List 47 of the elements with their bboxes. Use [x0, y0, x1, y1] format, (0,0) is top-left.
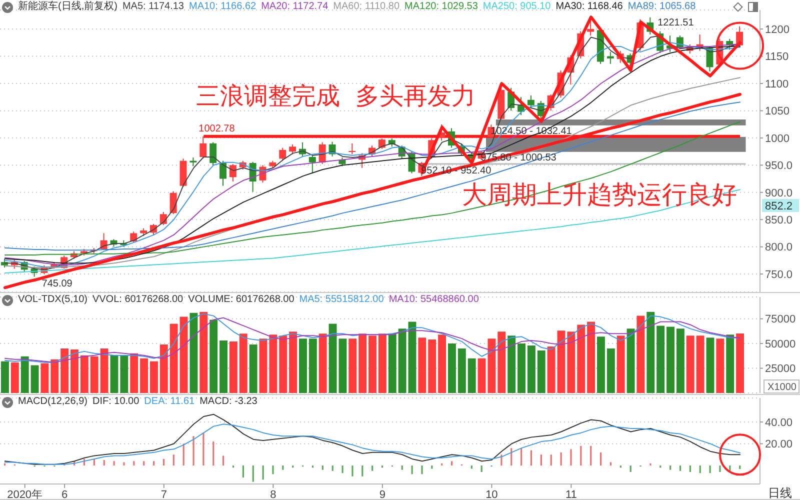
annotation: VVOL: 60176268.00 — [92, 294, 184, 306]
y-axis-title: X1000 — [768, 382, 797, 393]
annotation: VOLUME: 60176268.00 — [188, 294, 294, 306]
y-tick-label: 25000 — [765, 363, 796, 376]
x-tick-label: 7 — [160, 488, 167, 500]
y-tick-label: 900.0 — [765, 187, 793, 200]
x-tick-label: 2020年 — [7, 488, 43, 500]
text: MA60: 1110.80 — [333, 1, 400, 13]
annotation: 745.09 — [42, 278, 73, 290]
text: MA10: 55468860.00 — [388, 294, 479, 306]
chart-title: 新能源车(日线,前复权) — [18, 1, 118, 13]
ref-line-label: 1002.78 — [198, 123, 236, 134]
y-tick-label: 1050 — [765, 106, 790, 118]
chart-title: MACD(12,26,9) — [18, 396, 88, 408]
y-tick-label: 1200 — [765, 24, 790, 36]
y-tick-label: 40.00 — [765, 416, 793, 429]
y-tick-label: 1100 — [765, 78, 789, 90]
text: DIF: 10.00 — [92, 396, 140, 408]
text: MA20: 1172.74 — [261, 1, 328, 13]
text: DEA: 11.61 — [144, 396, 195, 408]
y-tick-label: 50000 — [765, 338, 796, 350]
text: 日线 — [768, 486, 792, 500]
annotation: MACD: -3.23 — [200, 396, 258, 408]
x-tick-label: 11 — [565, 488, 577, 500]
y-tick-label: 75000 — [765, 314, 796, 326]
x-tick-label: 8 — [270, 488, 276, 500]
text: 852.2 — [765, 200, 793, 212]
x-tick-label: 10 — [486, 488, 498, 500]
text: MA30: 1168.46 — [556, 1, 623, 13]
x-tick-label: 6 — [62, 488, 68, 500]
text: MA120: 1029.53 — [404, 1, 478, 13]
text: MA89: 1065.68 — [628, 1, 696, 13]
y-tick-label: 950.0 — [765, 160, 793, 172]
annotation: 三浪调整完成 多头再发力 — [196, 82, 476, 110]
y-tick-label: 1150 — [765, 51, 789, 64]
x-tick-label: 9 — [379, 488, 386, 500]
text: MA10: 1166.62 — [188, 1, 256, 13]
y-tick-label: 850.0 — [765, 214, 793, 226]
annotation: 1221.51 — [658, 17, 694, 28]
text: MA5: 1174.13 — [122, 1, 184, 13]
y-tick-label: 750.0 — [765, 268, 793, 281]
y-tick-label: 800.0 — [765, 242, 793, 254]
y-tick-label: 1000 — [765, 132, 790, 145]
text: MA5: 55515812.00 — [299, 294, 384, 306]
chart-title: VOL-TDX(5,10) — [18, 294, 88, 306]
y-tick-label: 20.00 — [765, 438, 793, 451]
text: MA250: 905.10 — [482, 1, 551, 13]
